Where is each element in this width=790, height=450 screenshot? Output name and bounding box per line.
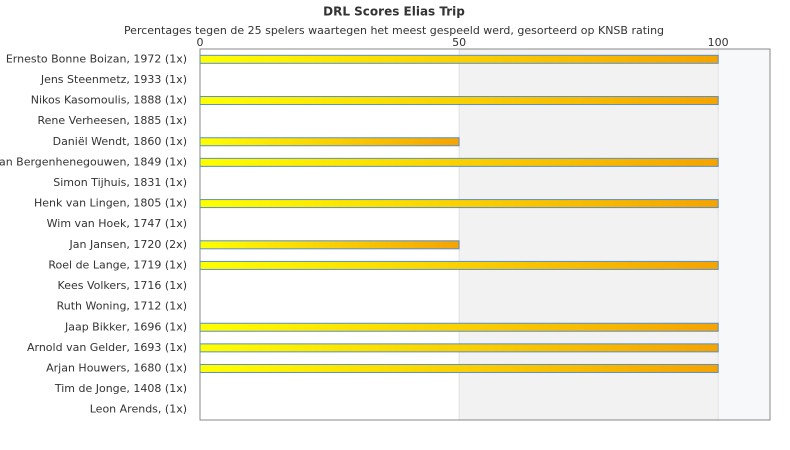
bar (199, 137, 460, 147)
y-tick-label: Leon Arends, (1x) (90, 403, 187, 416)
y-tick-label: Ernesto Bonne Boizan, 1972 (1x) (6, 52, 187, 65)
chart-title: DRL Scores Elias Trip (323, 5, 465, 19)
bar (199, 363, 719, 373)
y-tick-label: Nikos Kasomoulis, 1888 (1x) (31, 94, 187, 107)
plot-border (199, 48, 771, 421)
x-tick-label: 50 (452, 36, 466, 49)
bar (199, 54, 719, 64)
y-tick-label: Jaap Bikker, 1696 (1x) (64, 320, 187, 333)
plot-band (718, 49, 770, 420)
y-tick-label: Kees Volkers, 1716 (1x) (58, 279, 187, 292)
y-tick-label: Jan Jansen, 1720 (2x) (69, 238, 187, 251)
y-tick-label: Arnold van Gelder, 1693 (1x) (27, 341, 187, 354)
bar (199, 157, 719, 167)
x-tick-label: 0 (197, 36, 204, 49)
bar (199, 199, 719, 209)
bar (199, 322, 719, 332)
y-tick-label: Tim de Jonge, 1408 (1x) (54, 382, 187, 395)
x-tick-label: 100 (708, 36, 729, 49)
y-tick-label: Ruth Woning, 1712 (1x) (57, 300, 187, 313)
bar (199, 240, 460, 250)
plot-band (200, 49, 460, 420)
y-tick-label: Jens Steenmetz, 1933 (1x) (40, 73, 187, 86)
y-tick-label: Wim van Hoek, 1747 (1x) (47, 217, 187, 230)
chart-subtitle: Percentages tegen de 25 spelers waartege… (124, 24, 664, 37)
y-tick-label: Arjan Houwers, 1680 (1x) (46, 361, 187, 374)
plot-background (200, 49, 770, 420)
plot-band (459, 49, 719, 420)
y-tick-label: Simon Tijhuis, 1831 (1x) (53, 176, 187, 189)
y-tick-label: van Bergenhenegouwen, 1849 (1x) (0, 155, 187, 168)
y-tick-label: Henk van Lingen, 1805 (1x) (34, 197, 187, 210)
bar (199, 96, 719, 106)
bar (199, 260, 719, 270)
bar (199, 343, 719, 353)
y-tick-label: Daniël Wendt, 1860 (1x) (53, 135, 187, 148)
y-tick-label: Roel de Lange, 1719 (1x) (48, 258, 187, 271)
y-tick-label: Rene Verheesen, 1885 (1x) (38, 114, 187, 127)
